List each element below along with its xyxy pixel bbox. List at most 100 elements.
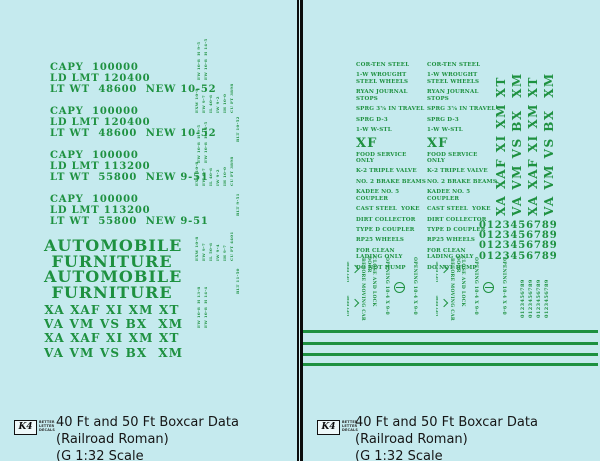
spec-item: RP25 WHEELS	[356, 237, 405, 244]
spec-item: COR-TEN STEEL	[356, 62, 410, 68]
blt-column: BLT 11-50	[235, 268, 240, 294]
spec-item-line: FOR CLEAN	[427, 247, 466, 254]
dim-column: EW 10-8 H 14-4	[203, 286, 208, 328]
xf-class-mark: XF	[427, 135, 449, 151]
blt-column: BLT 9-51	[235, 193, 240, 216]
lift-here-label: LIFT HERE	[435, 261, 439, 282]
dim-column: IW 9-2	[215, 96, 220, 113]
close-lock-door-text: CLOSE AND LOCK DOOR	[366, 256, 376, 307]
dim-column: EXW 10-8	[194, 88, 199, 113]
spec-item: FOR CLEAN LADING ONLY	[427, 248, 499, 261]
spec-item: 1-W W-STL	[427, 127, 463, 134]
lt-wt-line: LT WT 55800 NEW 9-51	[50, 172, 209, 183]
green-stripe	[303, 342, 598, 345]
number-column-vertical: 0123456789	[536, 279, 542, 318]
spec-item-line: FOOD SERVICE	[427, 151, 478, 158]
number-row: 0123456789	[479, 250, 558, 262]
weight-block-1: CAPY 100000 LD LMT 120400 LT WT 48600 NE…	[50, 62, 216, 95]
spec-item-line: STEEL WHEELS	[427, 78, 480, 85]
door-marking-set: LIFT HERE LIFT HERE CLOSE AND LOCK DOOR …	[346, 256, 422, 326]
logo-sub-line: DECALS	[342, 427, 359, 432]
spec-list-column-a: COR-TEN STEEL 1-W WROUGHT STEEL WHEELS R…	[356, 62, 428, 275]
reporting-marks-vertical: XA XAF XI XM XT	[526, 76, 540, 216]
spec-item: CAST STEEL YOKE	[356, 206, 420, 213]
spec-item: DIRT COLLECTOR	[356, 216, 416, 223]
weight-block-2: CAPY 100000 LD LMT 120400 LT WT 48600 NE…	[50, 106, 216, 139]
spec-item: CAST STEEL YOKE	[427, 206, 491, 213]
sheet-divider	[297, 0, 303, 461]
caption-line-2: (G 1:32 Scale	[355, 449, 443, 461]
spec-item: K-2 TRIPLE VALVE	[356, 168, 417, 175]
dim-column: CU FT 3898	[229, 83, 234, 113]
spec-item: SPRG 3⅝ IN TRAVEL	[427, 106, 496, 113]
dim-column: IW 9-2	[215, 169, 220, 186]
capy-line: CAPY 100000	[50, 106, 139, 117]
dim-column: CU FT 4401	[229, 231, 234, 261]
door-lift-arrow-icon	[439, 264, 449, 274]
spec-item: SPRG 3⅝ IN TRAVEL	[356, 106, 425, 113]
caption-line-1: 40 Ft and 50 Ft Boxcar Data (Railroad Ro…	[355, 415, 538, 447]
blt-column: BLT 10-52	[235, 116, 240, 142]
dim-column: IW 9-4	[215, 244, 220, 261]
dim-column: EW 9-7	[201, 243, 206, 261]
spec-list-column-b: COR-TEN STEEL 1-W WROUGHT STEEL WHEELS R…	[427, 62, 499, 275]
lt-wt-line: LT WT 48600 NEW 10-52	[50, 128, 217, 139]
spec-item: RYAN JOURNAL STOPS	[427, 89, 479, 102]
spec-item: DO NOT HUMP	[427, 264, 477, 271]
circle-slash-icon	[483, 282, 494, 293]
reporting-marks-line: XA XAF XI XM XT	[44, 331, 180, 346]
car-name-line: FURNITURE	[51, 282, 173, 302]
dim-column: EW 10-8 H 14-5	[203, 38, 208, 80]
spec-item-line: STEEL WHEELS	[356, 78, 409, 85]
dim-column: EW 9-7	[201, 168, 206, 186]
spec-item: TYPE D COUPLER	[427, 227, 486, 233]
close-lock-door-text: CLOSE AND LOCK DOOR	[455, 256, 465, 307]
reporting-marks-line: XA XAF XI XM XT	[44, 303, 180, 317]
dim-column: EXW 10-8	[194, 236, 199, 261]
lt-wt-line: LT WT 55800 NEW 9-51	[50, 216, 209, 227]
capy-line: CAPY 100000	[50, 150, 139, 161]
lift-here-label: LIFT HERE	[346, 261, 350, 282]
spec-item: NO. 2 BRAKE BEAMS	[427, 178, 498, 185]
spec-item: FOOD SERVICE ONLY	[427, 152, 499, 165]
dim-column: IH 10-0	[222, 166, 227, 186]
dim-column: IL 40-6	[208, 167, 213, 186]
right-sheet: COR-TEN STEEL 1-W WROUGHT STEEL WHEELS R…	[303, 0, 600, 461]
door-lift-arrow-icon	[350, 264, 360, 274]
number-column-vertical: 0123456789	[520, 279, 526, 318]
dim-column: IL 50-6	[208, 242, 213, 261]
car-name-block: AUTOMOBILE FURNITURE AUTOMOBILE FURNITUR…	[44, 238, 184, 360]
left-sheet: CAPY 100000 LD LMT 120400 LT WT 48600 NE…	[0, 0, 297, 461]
capy-line: CAPY 100000	[50, 194, 139, 205]
reporting-marks-line: VA VM VS BX XM	[44, 317, 184, 332]
spec-item-line: ONLY	[427, 157, 446, 164]
logo-sub-text: BETTER LETTER DECALS	[342, 420, 359, 432]
dim-column: IL 40-6	[208, 94, 213, 113]
logo-sub-line: LETTER	[39, 423, 55, 428]
logo-sub-text: BETTER LETTER DECALS	[39, 420, 55, 432]
number-row: 0123456789	[479, 240, 558, 252]
door-lift-arrow-icon	[439, 298, 449, 308]
green-stripe	[303, 363, 598, 366]
spec-item: RYAN JOURNAL STOPS	[356, 89, 408, 102]
ld-lmt-line: LD LMT 120400	[50, 73, 151, 84]
spec-item: SPRG D-3	[356, 116, 388, 123]
number-row: 0123456789	[479, 220, 558, 231]
sheet-caption: 40 Ft and 50 Ft Boxcar Data (Railroad Ro…	[355, 414, 600, 461]
caption-line-1: 40 Ft and 50 Ft Boxcar Data (Railroad Ro…	[56, 415, 239, 447]
ld-lmt-line: LD LMT 120400	[50, 117, 151, 128]
spec-item-line: LADING ONLY	[356, 254, 403, 261]
spec-item: 1-W W-STL	[356, 127, 392, 134]
door-marking-set: LIFT HERE LIFT HERE CLOSE AND LOCK DOOR …	[435, 256, 511, 326]
spec-item: DO NOT HUMP	[356, 264, 406, 271]
dim-column: EW 10-8 H 9-5	[196, 41, 201, 80]
dim-column: EW 10-8 H 13-8	[196, 286, 201, 328]
close-lock-door-text: BEFORE MOVING CAR	[449, 258, 454, 321]
spec-item-line: 1-W WROUGHT	[356, 72, 407, 79]
ld-lmt-line: LD LMT 113200	[50, 205, 151, 216]
lift-here-label: LIFT HERE	[435, 295, 439, 316]
number-column-vertical: 0123456789	[544, 279, 550, 318]
xf-class-mark: XF	[356, 135, 378, 151]
dim-column: EW 9-7	[201, 95, 206, 113]
